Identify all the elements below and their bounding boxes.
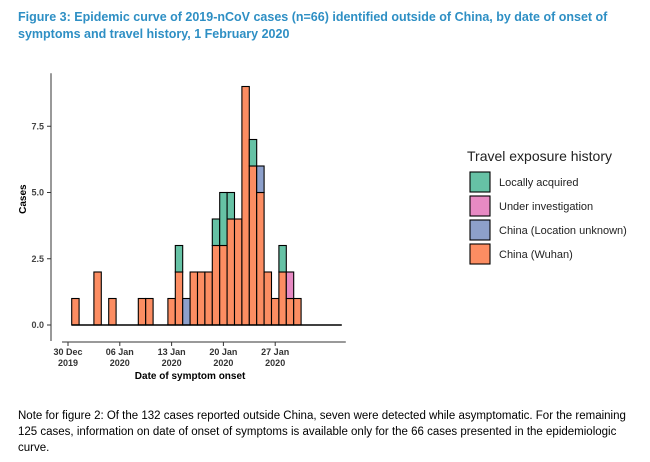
bar-china-wuhan-22-jan (233, 218, 243, 326)
x-tick-label-year: 2020 (162, 358, 182, 368)
bar-china-wuhan-16-jan (189, 271, 199, 326)
bar-china-wuhan-18-jan (204, 271, 213, 326)
y-axis-title: Cases (18, 184, 29, 214)
bars-layer (71, 85, 302, 326)
bar-china-wuhan-24-jan (248, 165, 258, 326)
bar-locally-acquired-24-jan (248, 138, 258, 167)
bar-china-wuhan-26-jan (263, 271, 273, 326)
bar-under-investigation-29-jan (285, 271, 295, 300)
legend: Travel exposure history Locally acquired U… (467, 148, 627, 265)
bar-china-wuhan-20-jan (219, 244, 228, 326)
x-tick-label-year: 2020 (213, 358, 233, 368)
x-tick-label-date: 30 Dec (53, 347, 82, 357)
x-tick-label-year: 2019 (58, 358, 78, 368)
bar-china-wuhan-28-jan (278, 271, 287, 326)
y-tick-label: 7.5 (31, 121, 44, 131)
x-tick-label-date: 13 Jan (158, 347, 186, 357)
y-tick-label: 0.0 (31, 320, 44, 330)
bar-locally-acquired-21-jan (226, 191, 236, 220)
legend-swatch-china-wuhan (469, 243, 491, 265)
bar-china-wuhan-25-jan (256, 191, 265, 326)
y-tick-label: 2.5 (31, 254, 44, 264)
bar-china-wuhan-05-jan (108, 297, 117, 326)
bar-china-wuhan-19-jan (211, 244, 221, 326)
bar-china-wuhan-14-jan (174, 271, 184, 326)
x-tick-label-year: 2020 (110, 358, 130, 368)
legend-swatch-locally-acquired (469, 171, 491, 193)
figure-title: Figure 3: Epidemic curve of 2019-nCoV ca… (18, 10, 608, 41)
legend-swatch-china-location-unknown (469, 219, 491, 241)
x-tick-label-date: 27 Jan (261, 347, 289, 357)
bar-china-wuhan-13-jan (167, 297, 176, 326)
x-tick-label-year: 2020 (265, 358, 285, 368)
x-tick-label-date: 20 Jan (209, 347, 237, 357)
legend-swatch-under-investigation (469, 195, 491, 217)
legend-label: China (Location unknown) (499, 225, 627, 237)
bar-china-wuhan-21-jan (226, 218, 236, 326)
figure-note: Note for figure 2: Of the 132 cases repo… (18, 410, 626, 454)
bar-china-wuhan-31-dec (71, 297, 80, 326)
bar-china-wuhan-09-jan (137, 297, 147, 326)
bar-locally-acquired-19-jan (211, 218, 221, 247)
x-tick-label-date: 06 Jan (106, 347, 134, 357)
bar-china-wuhan-03-jan (93, 271, 102, 326)
bar-china-wuhan-23-jan (241, 85, 250, 326)
legend-label: Under investigation (499, 201, 593, 213)
legend-label: Locally acquired (499, 177, 579, 189)
bar-locally-acquired-28-jan (278, 244, 287, 273)
y-tick-label: 5.0 (31, 188, 44, 198)
x-axis-title: Date of symptom onset (135, 371, 246, 382)
bar-china-wuhan-29-jan (285, 297, 295, 326)
bar-china-location-unknown-25-jan (256, 165, 265, 194)
bar-china-wuhan-30-jan (293, 297, 302, 326)
bar-china-wuhan-10-jan (145, 297, 154, 326)
bar-china-wuhan-17-jan (196, 271, 206, 326)
bar-china-wuhan-27-jan (270, 297, 280, 326)
legend-label: China (Wuhan) (499, 249, 573, 261)
bar-locally-acquired-20-jan (219, 191, 228, 247)
bar-china-location-unknown-15-jan (182, 297, 191, 326)
bar-locally-acquired-14-jan (174, 244, 184, 273)
legend-title: Travel exposure history (467, 148, 612, 164)
